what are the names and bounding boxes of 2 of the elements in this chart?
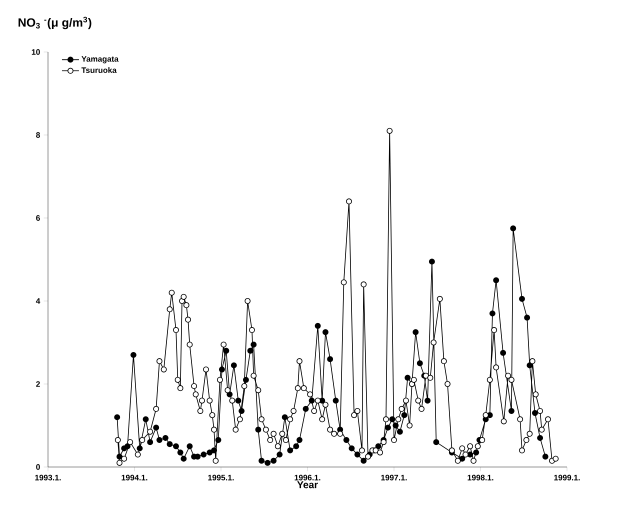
y-axis-title: NO$_{3}$ $^{-}$(μ g/m$^{3}$) [18, 16, 92, 30]
x-axis-title: Year [297, 481, 318, 488]
